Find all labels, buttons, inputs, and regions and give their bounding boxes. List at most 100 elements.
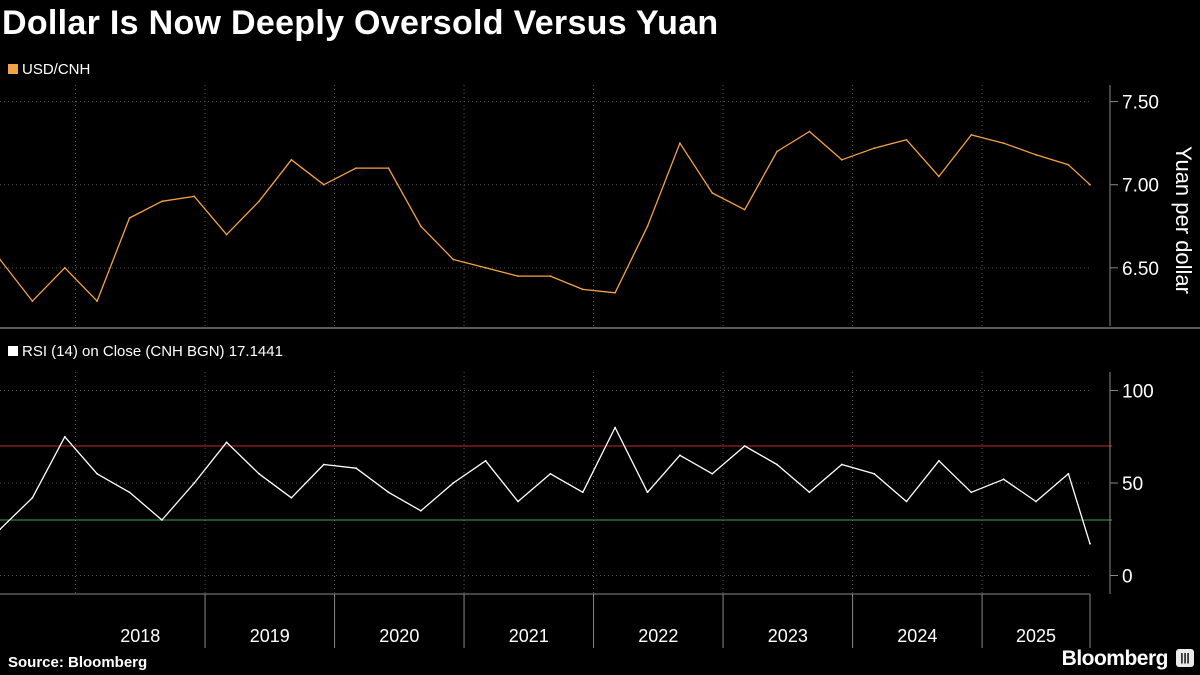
data-point-usdcnh xyxy=(387,167,390,170)
y-tick-label: 6.50 xyxy=(1122,259,1159,280)
brand-icon: ||| xyxy=(1176,649,1194,667)
data-point-usdcnh xyxy=(160,200,163,203)
y-axis-label-top: Yuan per dollar xyxy=(1171,146,1196,294)
data-point-usdcnh xyxy=(290,158,293,161)
y-tick-label: 100 xyxy=(1122,382,1154,403)
data-point-rsi xyxy=(873,472,876,475)
x-tick-label: 2019 xyxy=(250,626,290,646)
data-point-usdcnh xyxy=(840,158,843,161)
data-point-rsi xyxy=(614,426,617,429)
x-tick-label: 2021 xyxy=(509,626,549,646)
data-point-rsi xyxy=(711,472,714,475)
legend-swatch-rsi xyxy=(8,346,18,356)
data-point-usdcnh xyxy=(193,195,196,198)
data-point-rsi xyxy=(322,463,325,466)
data-point-usdcnh xyxy=(517,275,519,278)
data-point-rsi xyxy=(970,491,973,494)
data-point-usdcnh xyxy=(452,258,455,261)
grid-layer xyxy=(0,85,1090,594)
data-point-rsi xyxy=(419,509,422,512)
series-line-usdcnh xyxy=(0,130,1091,302)
data-point-rsi xyxy=(1089,542,1091,545)
data-point-rsi xyxy=(776,463,778,466)
series-layer xyxy=(0,130,1091,545)
data-point-rsi xyxy=(517,500,519,503)
data-point-usdcnh xyxy=(1035,153,1037,156)
legend-usdcnh: USD/CNH xyxy=(8,61,90,78)
data-point-rsi xyxy=(258,472,260,475)
data-point-rsi xyxy=(1067,472,1070,475)
data-point-usdcnh xyxy=(484,266,487,269)
data-point-rsi xyxy=(484,459,487,462)
data-point-usdcnh xyxy=(970,133,973,136)
data-point-usdcnh xyxy=(63,266,66,269)
source-note: Source: Bloomberg xyxy=(8,654,148,671)
data-point-usdcnh xyxy=(128,217,131,219)
data-point-usdcnh xyxy=(1067,163,1070,166)
data-point-rsi xyxy=(840,463,843,466)
x-tick-label: 2022 xyxy=(638,626,678,646)
data-point-rsi xyxy=(31,496,34,499)
axis-layer: 2018 2019 2020 2021 2022 2023 2024 2025 6.50 7.00… xyxy=(0,85,1200,648)
data-point-rsi xyxy=(290,496,293,499)
data-point-rsi xyxy=(355,467,358,470)
data-point-rsi xyxy=(128,491,131,494)
data-point-usdcnh xyxy=(355,167,358,170)
x-tick-label: 2025 xyxy=(1016,626,1056,646)
data-point-usdcnh xyxy=(905,138,908,141)
data-point-rsi xyxy=(160,519,163,521)
data-point-usdcnh xyxy=(322,183,325,186)
series-line-rsi xyxy=(0,426,1091,544)
data-point-usdcnh xyxy=(581,288,584,291)
data-point-rsi xyxy=(581,491,584,494)
data-point-usdcnh xyxy=(776,150,778,153)
data-point-usdcnh xyxy=(614,291,617,294)
data-point-rsi xyxy=(679,454,681,457)
x-tick-label: 2023 xyxy=(768,626,808,646)
legend-swatch-usdcnh xyxy=(8,64,18,74)
data-point-usdcnh xyxy=(938,175,940,178)
data-point-rsi xyxy=(1002,478,1005,481)
x-tick-label: 2018 xyxy=(120,626,160,646)
y-tick-label: 50 xyxy=(1122,474,1143,495)
data-point-rsi xyxy=(743,445,746,447)
data-point-usdcnh xyxy=(1089,183,1091,186)
legend-label-rsi: RSI (14) on Close (CNH BGN) 17.1441 xyxy=(22,343,283,360)
reference-lines xyxy=(0,445,1112,521)
data-point-usdcnh xyxy=(225,233,228,236)
x-tick-label: 2020 xyxy=(379,626,419,646)
y-tick-label: 7.00 xyxy=(1122,176,1159,197)
data-point-usdcnh xyxy=(419,225,422,228)
brand-logo: Bloomberg xyxy=(1061,647,1169,670)
data-point-usdcnh xyxy=(711,192,714,194)
data-point-usdcnh xyxy=(1002,142,1005,145)
data-point-usdcnh xyxy=(549,275,552,278)
data-point-rsi xyxy=(549,472,552,475)
data-point-usdcnh xyxy=(646,225,649,228)
legend-rsi: RSI (14) on Close (CNH BGN) 17.1441 xyxy=(8,343,283,360)
data-point-usdcnh xyxy=(873,147,876,150)
data-point-rsi xyxy=(452,482,455,484)
data-point-usdcnh xyxy=(808,130,811,133)
data-point-rsi xyxy=(938,459,940,462)
data-point-rsi xyxy=(96,472,99,475)
data-point-rsi xyxy=(1035,500,1037,503)
data-point-rsi xyxy=(905,500,908,503)
legend-label-usdcnh: USD/CNH xyxy=(22,61,91,78)
data-point-rsi xyxy=(63,435,66,438)
data-point-rsi xyxy=(225,441,228,444)
data-point-usdcnh xyxy=(743,208,746,211)
data-point-rsi xyxy=(0,528,1,531)
chart-title: Dollar Is Now Deeply Oversold Versus Yua… xyxy=(2,4,719,42)
data-point-usdcnh xyxy=(258,200,260,203)
data-point-rsi xyxy=(808,491,811,494)
y-tick-label: 7.50 xyxy=(1122,93,1159,114)
x-tick-label: 2024 xyxy=(897,626,937,646)
data-point-usdcnh xyxy=(0,258,1,261)
data-point-usdcnh xyxy=(679,142,681,145)
data-point-usdcnh xyxy=(96,300,99,302)
data-point-rsi xyxy=(193,482,196,484)
data-point-rsi xyxy=(646,491,649,494)
y-tick-label: 0 xyxy=(1122,567,1133,588)
